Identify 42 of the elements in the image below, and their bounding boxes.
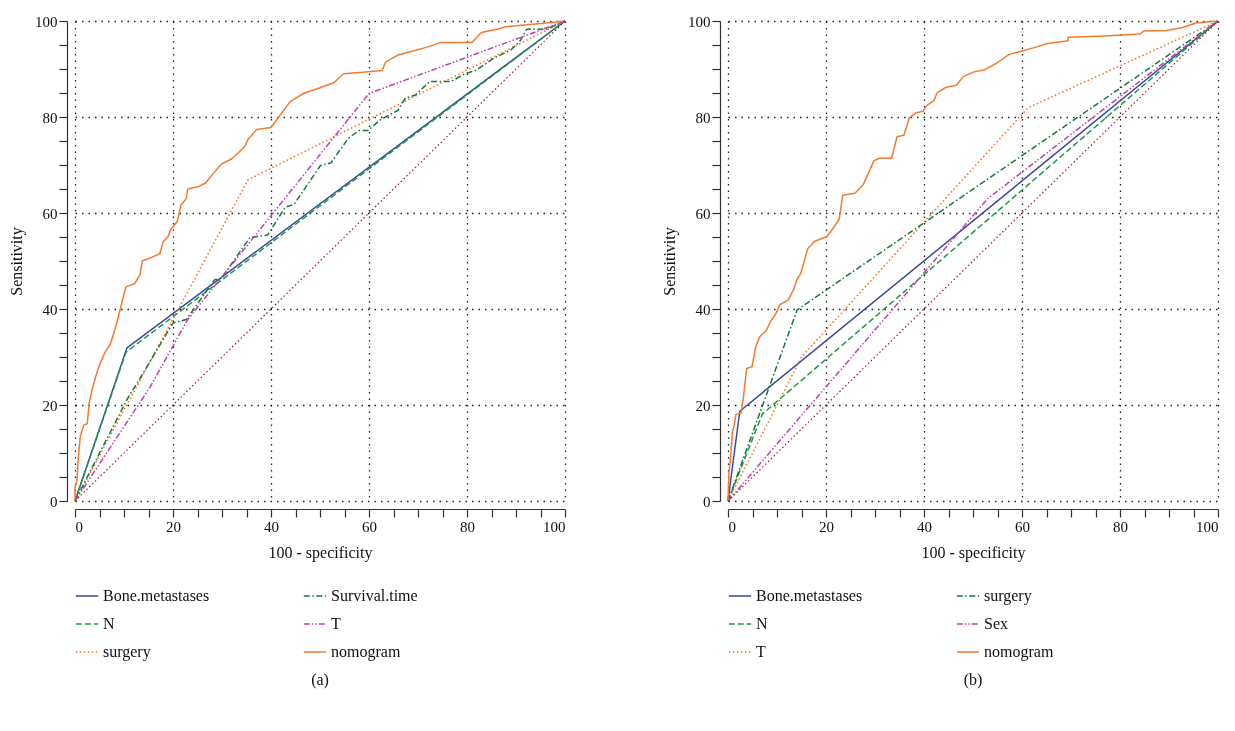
legend-label: Sex bbox=[984, 615, 1008, 632]
x-tick-label: 80 bbox=[1113, 518, 1128, 535]
x-tick-label: 0 bbox=[728, 518, 736, 535]
y-tick-label: 0 bbox=[50, 493, 58, 510]
y-tick-label: 100 bbox=[688, 13, 711, 30]
x-tick-label: 60 bbox=[362, 518, 377, 535]
y-tick-label: 80 bbox=[695, 109, 711, 126]
x-tick-label: 60 bbox=[1015, 518, 1030, 535]
legend-label: Bone.metastases bbox=[756, 587, 863, 604]
legend-label: T bbox=[331, 615, 341, 632]
x-tick-label: 100 bbox=[1196, 518, 1219, 535]
y-tick-label: 80 bbox=[42, 109, 58, 126]
y-tick-label: 20 bbox=[42, 397, 58, 414]
x-axis-title: 100 - specificity bbox=[921, 543, 1026, 562]
y-tick-label: 60 bbox=[695, 205, 711, 222]
legend-label: Bone.metastases bbox=[103, 587, 210, 604]
legend-label: N bbox=[756, 615, 768, 632]
text: (b) bbox=[963, 671, 983, 689]
x-tick-label: 20 bbox=[819, 518, 834, 535]
text: (a) bbox=[311, 671, 329, 689]
x-tick-label: 80 bbox=[460, 518, 475, 535]
y-tick-label: 60 bbox=[42, 205, 58, 222]
legend-label: nomogram bbox=[331, 643, 401, 661]
x-axis-title: 100 - specificity bbox=[268, 543, 373, 562]
x-tick-label: 40 bbox=[917, 518, 932, 535]
legend-label: surgery bbox=[984, 587, 1032, 605]
legend-label: surgery bbox=[103, 643, 151, 661]
y-tick-label: 20 bbox=[695, 397, 711, 414]
y-tick-label: 0 bbox=[703, 493, 711, 510]
legend-label: nomogram bbox=[984, 643, 1054, 661]
y-tick-label: 40 bbox=[695, 301, 711, 318]
y-axis-title: Sensitivity bbox=[661, 227, 679, 296]
y-axis-title: Sensitivity bbox=[8, 227, 26, 296]
legend-label: Survival.time bbox=[331, 587, 418, 604]
x-tick-label: 100 bbox=[543, 518, 566, 535]
y-tick-label: 100 bbox=[35, 13, 58, 30]
x-tick-label: 0 bbox=[75, 518, 83, 535]
x-tick-label: 20 bbox=[166, 518, 181, 535]
x-tick-label: 40 bbox=[264, 518, 279, 535]
legend-label: T bbox=[756, 643, 766, 660]
y-tick-label: 40 bbox=[42, 301, 58, 318]
legend-label: N bbox=[103, 615, 115, 632]
